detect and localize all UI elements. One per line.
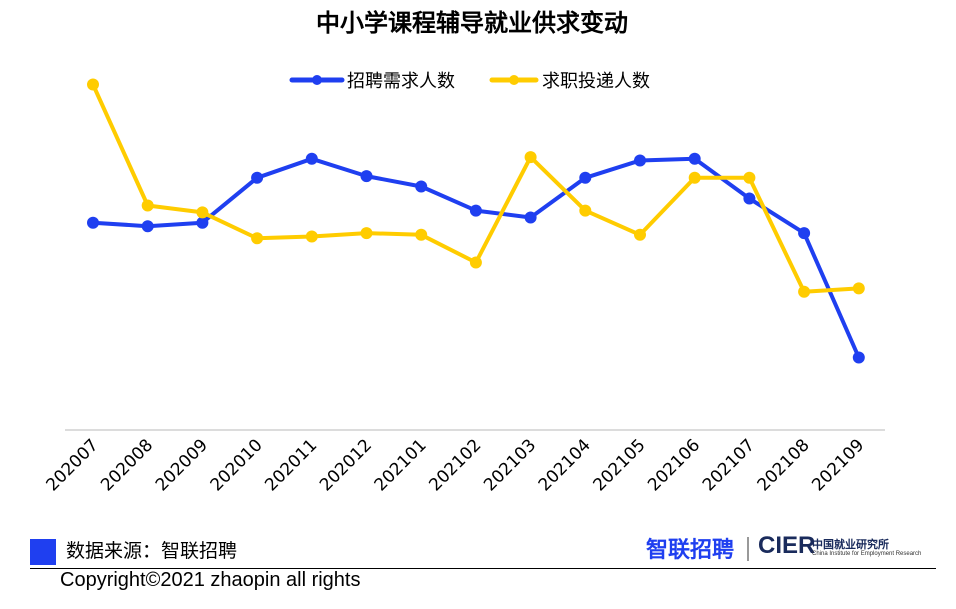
series-1-point-202107	[743, 192, 756, 205]
series-1-point-202109	[852, 351, 865, 364]
series-1-point-202011	[305, 152, 318, 165]
series-2-point-202102	[469, 256, 482, 269]
series-2-point-202101	[415, 228, 428, 241]
series-1-point-202106	[688, 152, 701, 165]
line-chart: 中小学课程辅导就业供求变动 招聘需求人数 求职投递人数 202007202008…	[42, 9, 885, 495]
legend-marker-series-2	[509, 75, 519, 85]
series-2-point-202012	[360, 227, 373, 240]
x-tick-label: 202108	[754, 435, 814, 495]
x-tick-label: 202104	[535, 435, 595, 495]
series-1-point-202108	[798, 227, 811, 240]
series-1-point-202103	[524, 211, 537, 224]
legend-item-series-2: 求职投递人数	[489, 71, 650, 92]
series-1-point-202012	[360, 170, 373, 183]
footer-divider	[30, 568, 936, 569]
x-tick-label: 202012	[316, 435, 376, 495]
series-1-point-202008	[141, 220, 154, 233]
series-2-point-202007	[87, 78, 99, 91]
legend-marker-series-1	[312, 75, 322, 85]
series-2-point-202010	[251, 232, 264, 245]
series-2-point-202108	[798, 285, 811, 298]
legend-item-series-1: 招聘需求人数	[289, 71, 455, 92]
series-1-point-202102	[469, 204, 482, 217]
logo-divider	[747, 537, 749, 561]
series-2-point-202107	[743, 171, 756, 184]
zhilian-logo: 智联招聘	[646, 538, 735, 563]
series-2-point-202008	[141, 199, 154, 212]
legend-label-series-1: 招聘需求人数	[347, 71, 455, 92]
series-1-point-202101	[415, 180, 428, 193]
x-tick-label: 202106	[644, 435, 704, 495]
copyright-text: Copyright©2021 zhaopin all rights	[60, 569, 361, 591]
x-tick-label: 202105	[589, 435, 649, 495]
x-tick-label: 202102	[425, 435, 485, 495]
x-tick-label: 202103	[480, 435, 540, 495]
footer: 数据来源：智联招聘 智联招聘 CIER 中国就业研究所 China Instit…	[0, 530, 956, 609]
cier-english-name: China Institute for Employment Research	[812, 551, 922, 557]
series-1-point-202010	[251, 171, 264, 184]
cier-chinese-name: 中国就业研究所	[812, 538, 889, 551]
legend-label-series-2: 求职投递人数	[542, 71, 650, 92]
legend: 招聘需求人数 求职投递人数	[289, 71, 650, 92]
x-axis-ticks: 2020072020082020092020102020112020122021…	[42, 435, 868, 495]
x-tick-label: 202011	[261, 435, 321, 495]
series-2-point-202011	[305, 230, 318, 243]
x-tick-label: 202010	[207, 435, 267, 495]
source-marker	[30, 539, 56, 565]
series-1-point-202009	[196, 216, 209, 229]
x-tick-label: 202007	[42, 435, 102, 495]
x-tick-label: 202101	[371, 435, 431, 495]
series-1-point-202105	[634, 154, 646, 167]
x-tick-label: 202009	[152, 435, 212, 495]
series-2-point-202105	[634, 228, 646, 241]
series-2-point-202103	[524, 151, 537, 164]
series-layer	[87, 78, 865, 364]
chart-title: 中小学课程辅导就业供求变动	[316, 9, 628, 37]
logo-group: 智联招聘 CIER 中国就业研究所 China Institute for Em…	[646, 532, 936, 566]
series-1-point-202007	[87, 216, 99, 229]
x-tick-label: 202008	[97, 435, 157, 495]
series-2-point-202009	[196, 206, 209, 219]
x-tick-label: 202109	[808, 435, 868, 495]
series-2-point-202109	[852, 282, 865, 295]
cier-logo: CIER	[758, 532, 816, 559]
source-label: 数据来源：智联招聘	[66, 540, 238, 562]
series-2-point-202106	[688, 171, 701, 184]
series-2-point-202104	[579, 204, 592, 217]
x-tick-label: 202107	[699, 435, 759, 495]
series-1-point-202104	[579, 171, 592, 184]
